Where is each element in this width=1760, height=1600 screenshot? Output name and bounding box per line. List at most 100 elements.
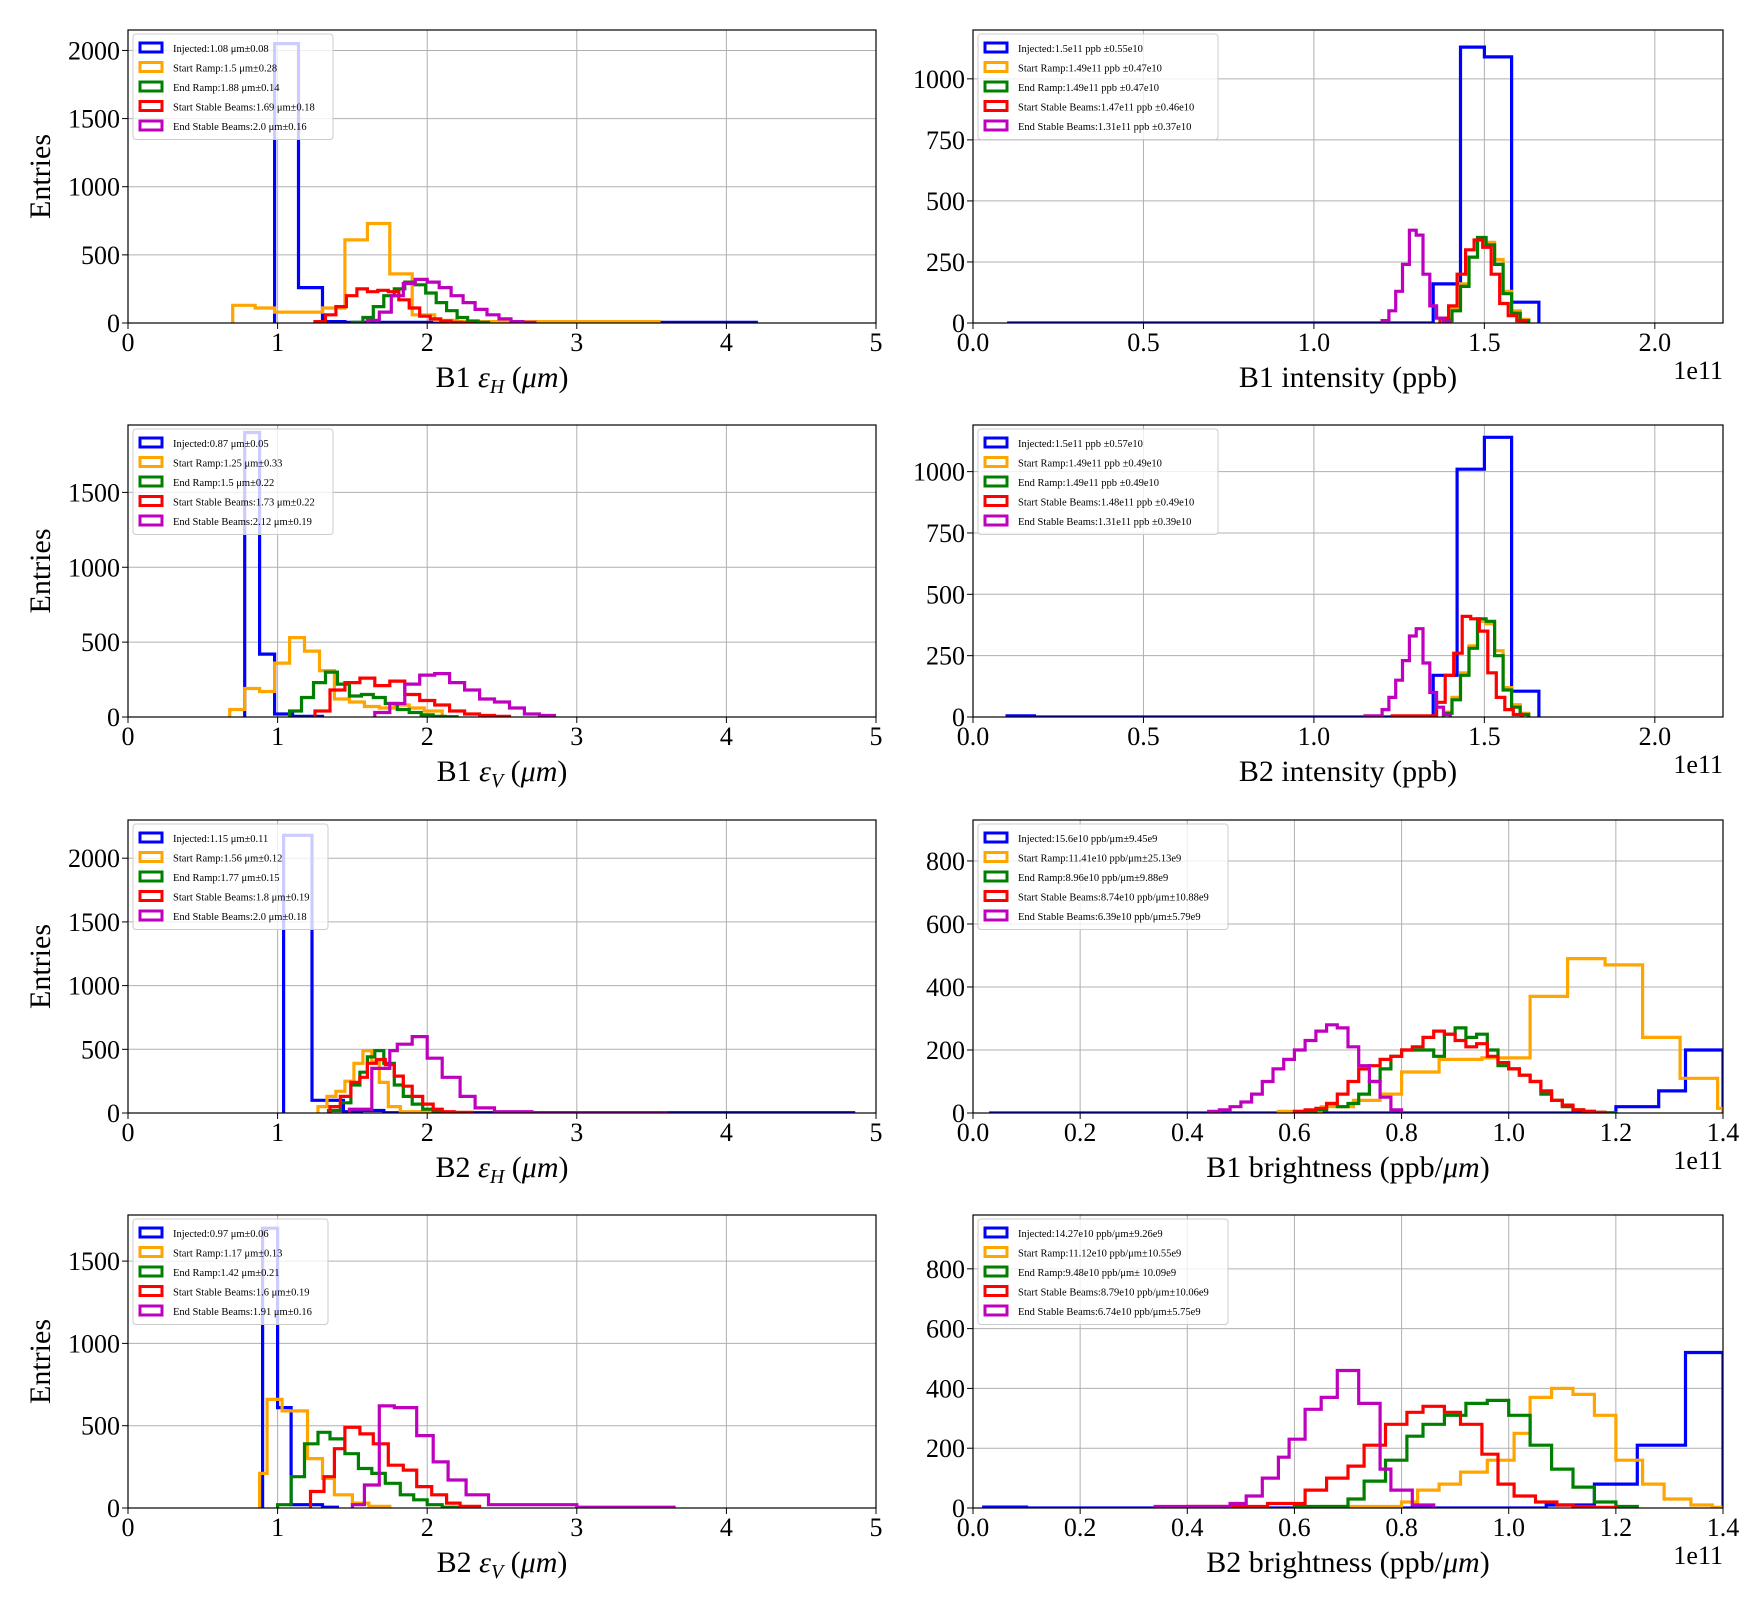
legend-swatch [983, 456, 1009, 468]
x-axis-label-main: B1 [437, 755, 480, 788]
y-tick-label: 1000 [913, 65, 965, 94]
x-axis-label-unit: ( [504, 1151, 522, 1184]
legend: Injected:0.87 μm±0.05 Start Ramp:1.25 μm±… [132, 428, 334, 535]
y-tick-label: 1000 [68, 1329, 120, 1358]
legend-swatch [983, 514, 1009, 527]
legend-entry: Start Ramp:11.12e10 ppb/μm±10.55e9 [1018, 1249, 1181, 1260]
legend-swatch [983, 831, 1009, 844]
legend-swatch [983, 41, 1009, 54]
y-tick-label: 500 [81, 1035, 120, 1064]
series-end-ramp [1441, 617, 1531, 717]
y-tick-label: 2000 [68, 36, 120, 65]
series-start-stable-beams [1390, 614, 1524, 717]
legend-entry: End Stable Beams:2.0 μm±0.18 [173, 912, 307, 923]
legend-entry: End Ramp:1.88 μm±0.14 [173, 83, 280, 94]
chart-panel-b1-ev: 0 1 2 3 4 5 0 500 1000 1500 B1 εV (μm) Entries Injec… [24, 424, 883, 792]
legend-entry: Injected:0.87 μm±0.05 [173, 439, 269, 450]
x-tick-label: 0.6 [1278, 1513, 1311, 1542]
legend-entry: Start Stable Beams:1.47e11 ppb ±0.46e10 [1018, 103, 1194, 114]
legend-entry: Start Ramp:1.49e11 ppb ±0.47e10 [1018, 64, 1162, 75]
series-start-stable-beams [1185, 1404, 1618, 1508]
x-axis-label-main: B2 [435, 1151, 478, 1184]
series-end-stable-beams [1380, 228, 1452, 323]
x-tick-label: 1 [271, 328, 284, 357]
x-axis-label-symbol: ε [478, 361, 490, 394]
series-end-stable-beams [1207, 1023, 1404, 1113]
chart-panel-b2-int: 0.0 0.5 1.0 1.5 2.0 0 250 500 750 1000 B2 intensit… [913, 424, 1724, 788]
legend-entry: End Stable Beams:2.0 μm±0.16 [173, 122, 307, 133]
x-tick-label: 2 [421, 328, 434, 357]
x-tick-label: 4 [720, 722, 733, 751]
y-tick-label: 250 [926, 248, 965, 277]
x-tick-label: 4 [720, 1118, 733, 1147]
series-end-stable-beams [373, 672, 556, 717]
series-injected [1007, 45, 1541, 323]
axes-frame [127, 29, 877, 324]
x-tick-label: 5 [870, 328, 883, 357]
y-tick-label: 0 [952, 1099, 965, 1128]
x-tick-label: 2 [421, 722, 434, 751]
legend-entry: End Ramp:1.77 μm±0.15 [173, 873, 279, 884]
x-axis-label-main: B1 brightness (ppb/ [1206, 1151, 1443, 1184]
legend: Injected:1.15 μm±0.11 Start Ramp:1.56 μm±… [132, 823, 329, 930]
y-axis-label: Entries [24, 924, 57, 1009]
legend-swatch [138, 851, 164, 863]
x-axis-label-unit: ) [557, 1546, 567, 1579]
x-axis-label: B2 εV (μm) [437, 1546, 568, 1583]
chart-panel-b1-bright: 0.0 0.2 0.4 0.6 0.8 1.0 1.2 1.4 0 200 400 600 800 B1 … [926, 819, 1739, 1184]
legend: Injected:15.6e10 ppb/μm±9.45e9 Start Ramp… [977, 823, 1229, 930]
y-tick-label: 400 [926, 1374, 965, 1403]
series-start-ramp [316, 1049, 444, 1113]
legend-swatch [138, 61, 164, 73]
y-tick-label: 0 [952, 1494, 965, 1523]
legend-entry: Injected:1.15 μm±0.11 [173, 834, 268, 845]
x-tick-label: 0.0 [957, 722, 990, 751]
series-end-ramp [1292, 1398, 1639, 1508]
x-axis-label-unit: ( [504, 361, 522, 394]
y-tick-label: 500 [926, 580, 965, 609]
x-axis-label: B1 intensity (ppb) [1239, 361, 1457, 394]
legend-entry: End Stable Beams:1.31e11 ppb ±0.37e10 [1018, 122, 1191, 133]
series-end-stable-beams [1153, 1368, 1436, 1508]
axis-offset-label: 1e11 [1673, 750, 1723, 779]
legend-entry: Injected:0.97 μm±0.06 [173, 1229, 269, 1240]
series-end-stable-beams [350, 1404, 676, 1508]
x-tick-label: 1.0 [1298, 722, 1331, 751]
x-tick-label: 2.0 [1639, 328, 1672, 357]
legend-swatch [138, 1285, 164, 1297]
x-tick-label: 1.0 [1298, 328, 1331, 357]
y-axis-label: Entries [24, 1319, 57, 1404]
y-tick-label: 1000 [68, 553, 120, 582]
legend-swatch [983, 475, 1009, 488]
x-tick-label: 1.0 [1492, 1513, 1525, 1542]
legend-swatch [983, 870, 1009, 883]
x-axis-label-unit: ) [559, 1151, 569, 1184]
x-axis-label-unit: ( [503, 755, 521, 788]
legend-swatch [138, 1246, 164, 1258]
x-axis-label-subscript: V [491, 770, 506, 792]
legend-entry: Start Stable Beams:8.74e10 ppb/μm±10.88e… [1018, 893, 1209, 904]
series-start-ramp [228, 636, 444, 717]
legend-swatch [138, 456, 164, 468]
legend-swatch [983, 1246, 1009, 1258]
y-tick-label: 0 [107, 703, 120, 732]
legend-entry: Start Ramp:1.5 μm±0.28 [173, 64, 277, 75]
series-end-stable-beams [1363, 627, 1452, 717]
legend-entry: Injected:1.08 μm±0.08 [173, 44, 269, 55]
y-tick-label: 250 [926, 642, 965, 671]
legend-entry: End Stable Beams:2.12 μm±0.19 [173, 517, 312, 528]
x-axis-label-unit-symbol: μm [520, 755, 558, 788]
chart-panel-b1-eh: 0 1 2 3 4 5 0 500 1000 1500 2000 B1 εH (μm) Entries I… [24, 29, 883, 398]
x-tick-label: 1.0 [1492, 1118, 1525, 1147]
legend-entry: End Stable Beams:6.39e10 ppb/μm±5.79e9 [1018, 912, 1201, 923]
series-injected [1005, 435, 1541, 717]
x-axis-label: B2 intensity (ppb) [1239, 755, 1457, 788]
axes-frame [127, 1214, 877, 1509]
x-tick-label: 1.2 [1600, 1118, 1633, 1147]
x-axis-label-unit: ) [557, 755, 567, 788]
x-axis-label-symbol: ε [479, 1546, 491, 1579]
x-tick-label: 2 [421, 1118, 434, 1147]
y-tick-label: 500 [926, 187, 965, 216]
x-tick-label: 1 [271, 722, 284, 751]
x-tick-label: 0.4 [1171, 1118, 1204, 1147]
